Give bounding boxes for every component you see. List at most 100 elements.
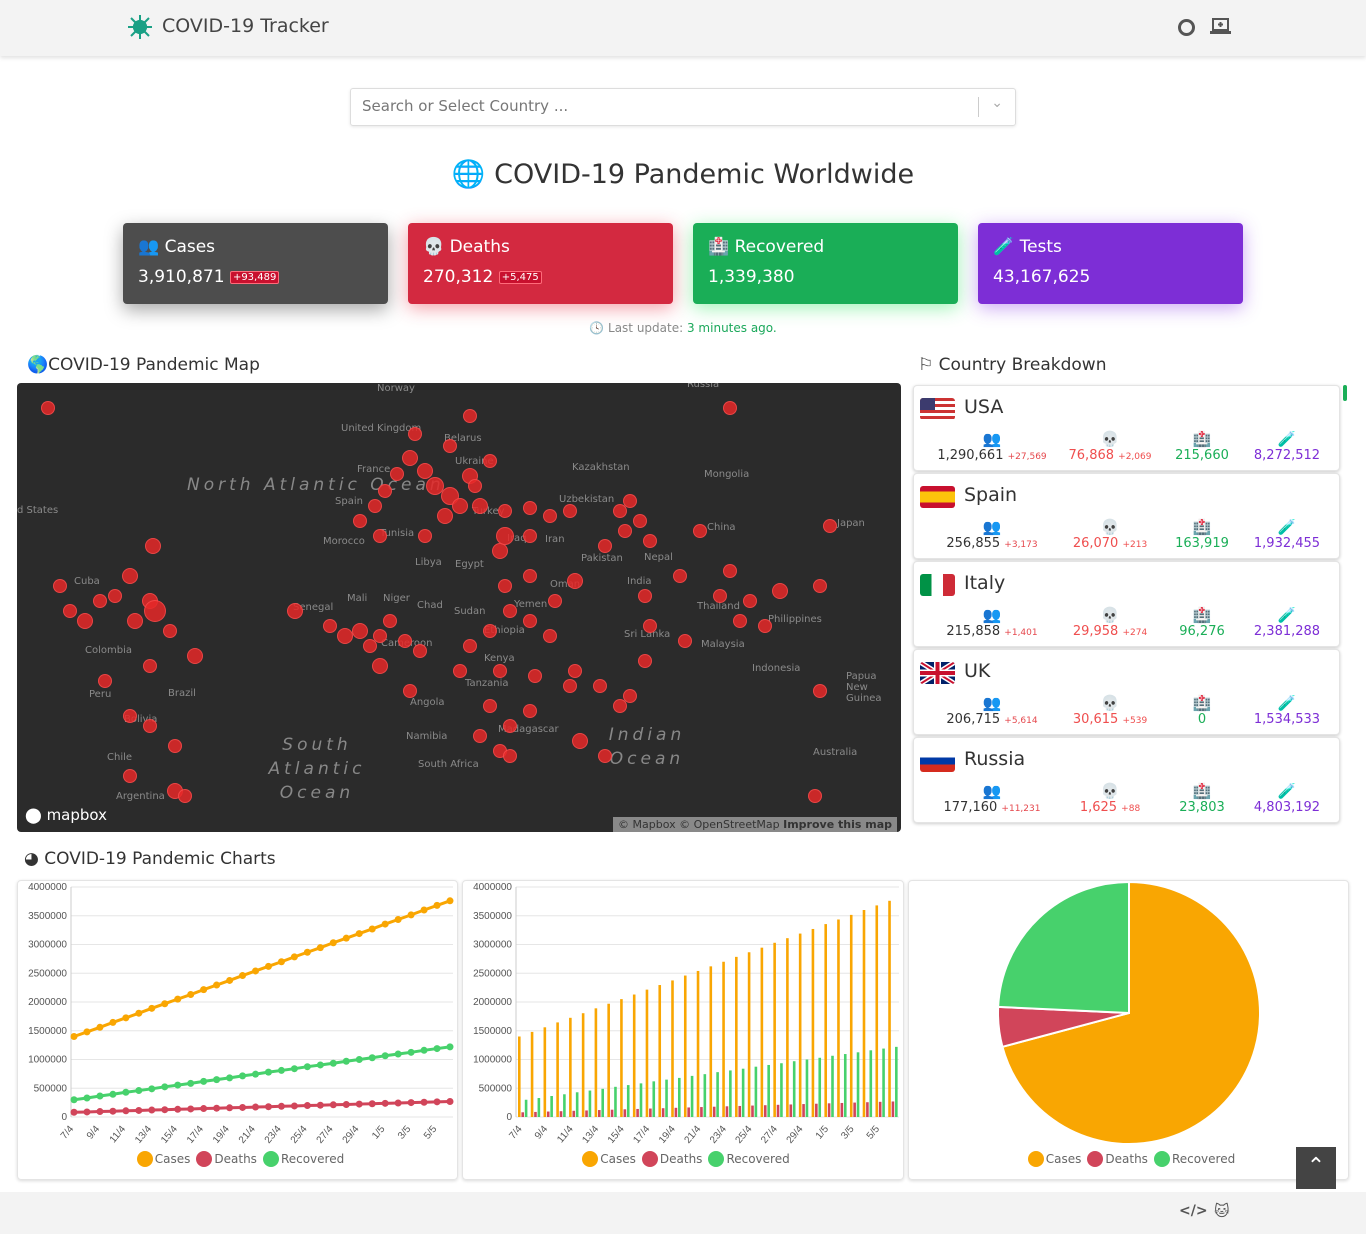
- case-marker[interactable]: [443, 439, 457, 453]
- case-marker[interactable]: [453, 664, 467, 678]
- case-marker[interactable]: [643, 534, 657, 548]
- case-marker[interactable]: [623, 494, 637, 508]
- case-marker[interactable]: [523, 614, 537, 628]
- country-card-spain[interactable]: Spain 👥 256,855 +3,173 💀 26,070 +213 🏥 163,…: [913, 473, 1340, 559]
- case-marker[interactable]: [823, 519, 837, 533]
- case-marker[interactable]: [758, 619, 772, 633]
- case-marker[interactable]: [53, 579, 67, 593]
- case-marker[interactable]: [563, 504, 577, 518]
- case-marker[interactable]: [413, 644, 427, 658]
- country-card-italy[interactable]: Italy 👥 215,858 +1,401 💀 29,958 +274 🏥 96,2…: [913, 561, 1340, 647]
- case-marker[interactable]: [678, 634, 692, 648]
- case-marker[interactable]: [373, 629, 387, 643]
- case-marker[interactable]: [772, 583, 788, 599]
- scroll-to-top-button[interactable]: ⌃: [1296, 1147, 1336, 1189]
- case-marker[interactable]: [503, 749, 517, 763]
- scrollbar[interactable]: [1343, 385, 1347, 401]
- case-marker[interactable]: [426, 477, 444, 495]
- case-marker[interactable]: [503, 719, 517, 733]
- case-marker[interactable]: [41, 401, 55, 415]
- case-marker[interactable]: [567, 573, 583, 589]
- legend-recovered[interactable]: Recovered: [726, 1152, 790, 1166]
- case-marker[interactable]: [523, 501, 537, 515]
- case-marker[interactable]: [723, 564, 737, 578]
- case-marker[interactable]: [543, 629, 557, 643]
- case-marker[interactable]: [813, 579, 827, 593]
- case-marker[interactable]: [352, 623, 368, 639]
- case-marker[interactable]: [77, 613, 93, 629]
- case-marker[interactable]: [638, 589, 652, 603]
- case-marker[interactable]: [613, 504, 627, 518]
- case-marker[interactable]: [368, 499, 382, 513]
- case-marker[interactable]: [353, 514, 367, 528]
- case-marker[interactable]: [492, 543, 508, 559]
- case-marker[interactable]: [813, 684, 827, 698]
- case-marker[interactable]: [123, 769, 137, 783]
- case-marker[interactable]: [472, 498, 488, 514]
- case-marker[interactable]: [127, 613, 143, 629]
- case-marker[interactable]: [563, 679, 577, 693]
- chevron-down-icon[interactable]: ⌄: [991, 95, 1003, 111]
- case-marker[interactable]: [123, 709, 137, 723]
- case-marker[interactable]: [593, 679, 607, 693]
- case-marker[interactable]: [408, 427, 422, 441]
- case-marker[interactable]: [528, 669, 542, 683]
- country-card-russia[interactable]: Russia 👥 177,160 +11,231 💀 1,625 +88 🏥 23,8…: [913, 737, 1340, 823]
- case-marker[interactable]: [543, 509, 557, 523]
- case-marker[interactable]: [143, 719, 157, 733]
- case-marker[interactable]: [418, 529, 432, 543]
- case-marker[interactable]: [713, 589, 727, 603]
- case-marker[interactable]: [503, 604, 517, 618]
- case-marker[interactable]: [287, 603, 303, 619]
- case-marker[interactable]: [108, 589, 122, 603]
- case-marker[interactable]: [144, 600, 166, 622]
- case-marker[interactable]: [483, 454, 497, 468]
- case-marker[interactable]: [468, 479, 482, 493]
- case-marker[interactable]: [523, 529, 537, 543]
- case-marker[interactable]: [373, 529, 387, 543]
- case-marker[interactable]: [723, 401, 737, 415]
- case-marker[interactable]: [463, 639, 477, 653]
- case-marker[interactable]: [372, 658, 388, 674]
- legend-recovered[interactable]: Recovered: [280, 1152, 345, 1166]
- case-marker[interactable]: [598, 539, 612, 553]
- case-marker[interactable]: [402, 450, 418, 466]
- github-icon[interactable]: [1178, 19, 1195, 36]
- github-alt-icon[interactable]: 🐱: [1214, 1202, 1230, 1220]
- case-marker[interactable]: [383, 614, 397, 628]
- legend-cases[interactable]: Cases: [1045, 1152, 1082, 1166]
- case-marker[interactable]: [633, 514, 647, 528]
- case-marker[interactable]: [613, 699, 627, 713]
- case-marker[interactable]: [63, 604, 77, 618]
- case-marker[interactable]: [363, 639, 377, 653]
- case-marker[interactable]: [398, 634, 412, 648]
- attribution-text[interactable]: © Mapbox © OpenStreetMap: [618, 818, 780, 831]
- case-marker[interactable]: [337, 628, 353, 644]
- case-marker[interactable]: [452, 498, 468, 514]
- brand-title[interactable]: COVID-19 Tracker: [162, 15, 329, 37]
- case-marker[interactable]: [673, 569, 687, 583]
- laptop-icon[interactable]: [1210, 18, 1231, 35]
- case-marker[interactable]: [168, 739, 182, 753]
- case-marker[interactable]: [378, 484, 392, 498]
- legend-cases[interactable]: Cases: [154, 1152, 191, 1166]
- case-marker[interactable]: [417, 463, 433, 479]
- case-marker[interactable]: [498, 504, 512, 518]
- case-marker[interactable]: [483, 699, 497, 713]
- case-marker[interactable]: [638, 654, 652, 668]
- case-marker[interactable]: [808, 789, 822, 803]
- case-marker[interactable]: [463, 409, 477, 423]
- pandemic-map[interactable]: North Atlantic Ocean South Atlantic Ocea…: [17, 383, 901, 832]
- case-marker[interactable]: [493, 664, 507, 678]
- case-marker[interactable]: [743, 594, 757, 608]
- country-search-select[interactable]: Search or Select Country ... ⌄: [350, 88, 1016, 126]
- legend-recovered[interactable]: Recovered: [1171, 1152, 1236, 1166]
- case-marker[interactable]: [483, 624, 497, 638]
- case-marker[interactable]: [93, 594, 107, 608]
- case-marker[interactable]: [523, 569, 537, 583]
- mapbox-logo[interactable]: ⬤ mapbox: [25, 806, 108, 824]
- case-marker[interactable]: [618, 524, 632, 538]
- case-marker[interactable]: [548, 594, 562, 608]
- case-marker[interactable]: [498, 579, 512, 593]
- case-marker[interactable]: [145, 538, 161, 554]
